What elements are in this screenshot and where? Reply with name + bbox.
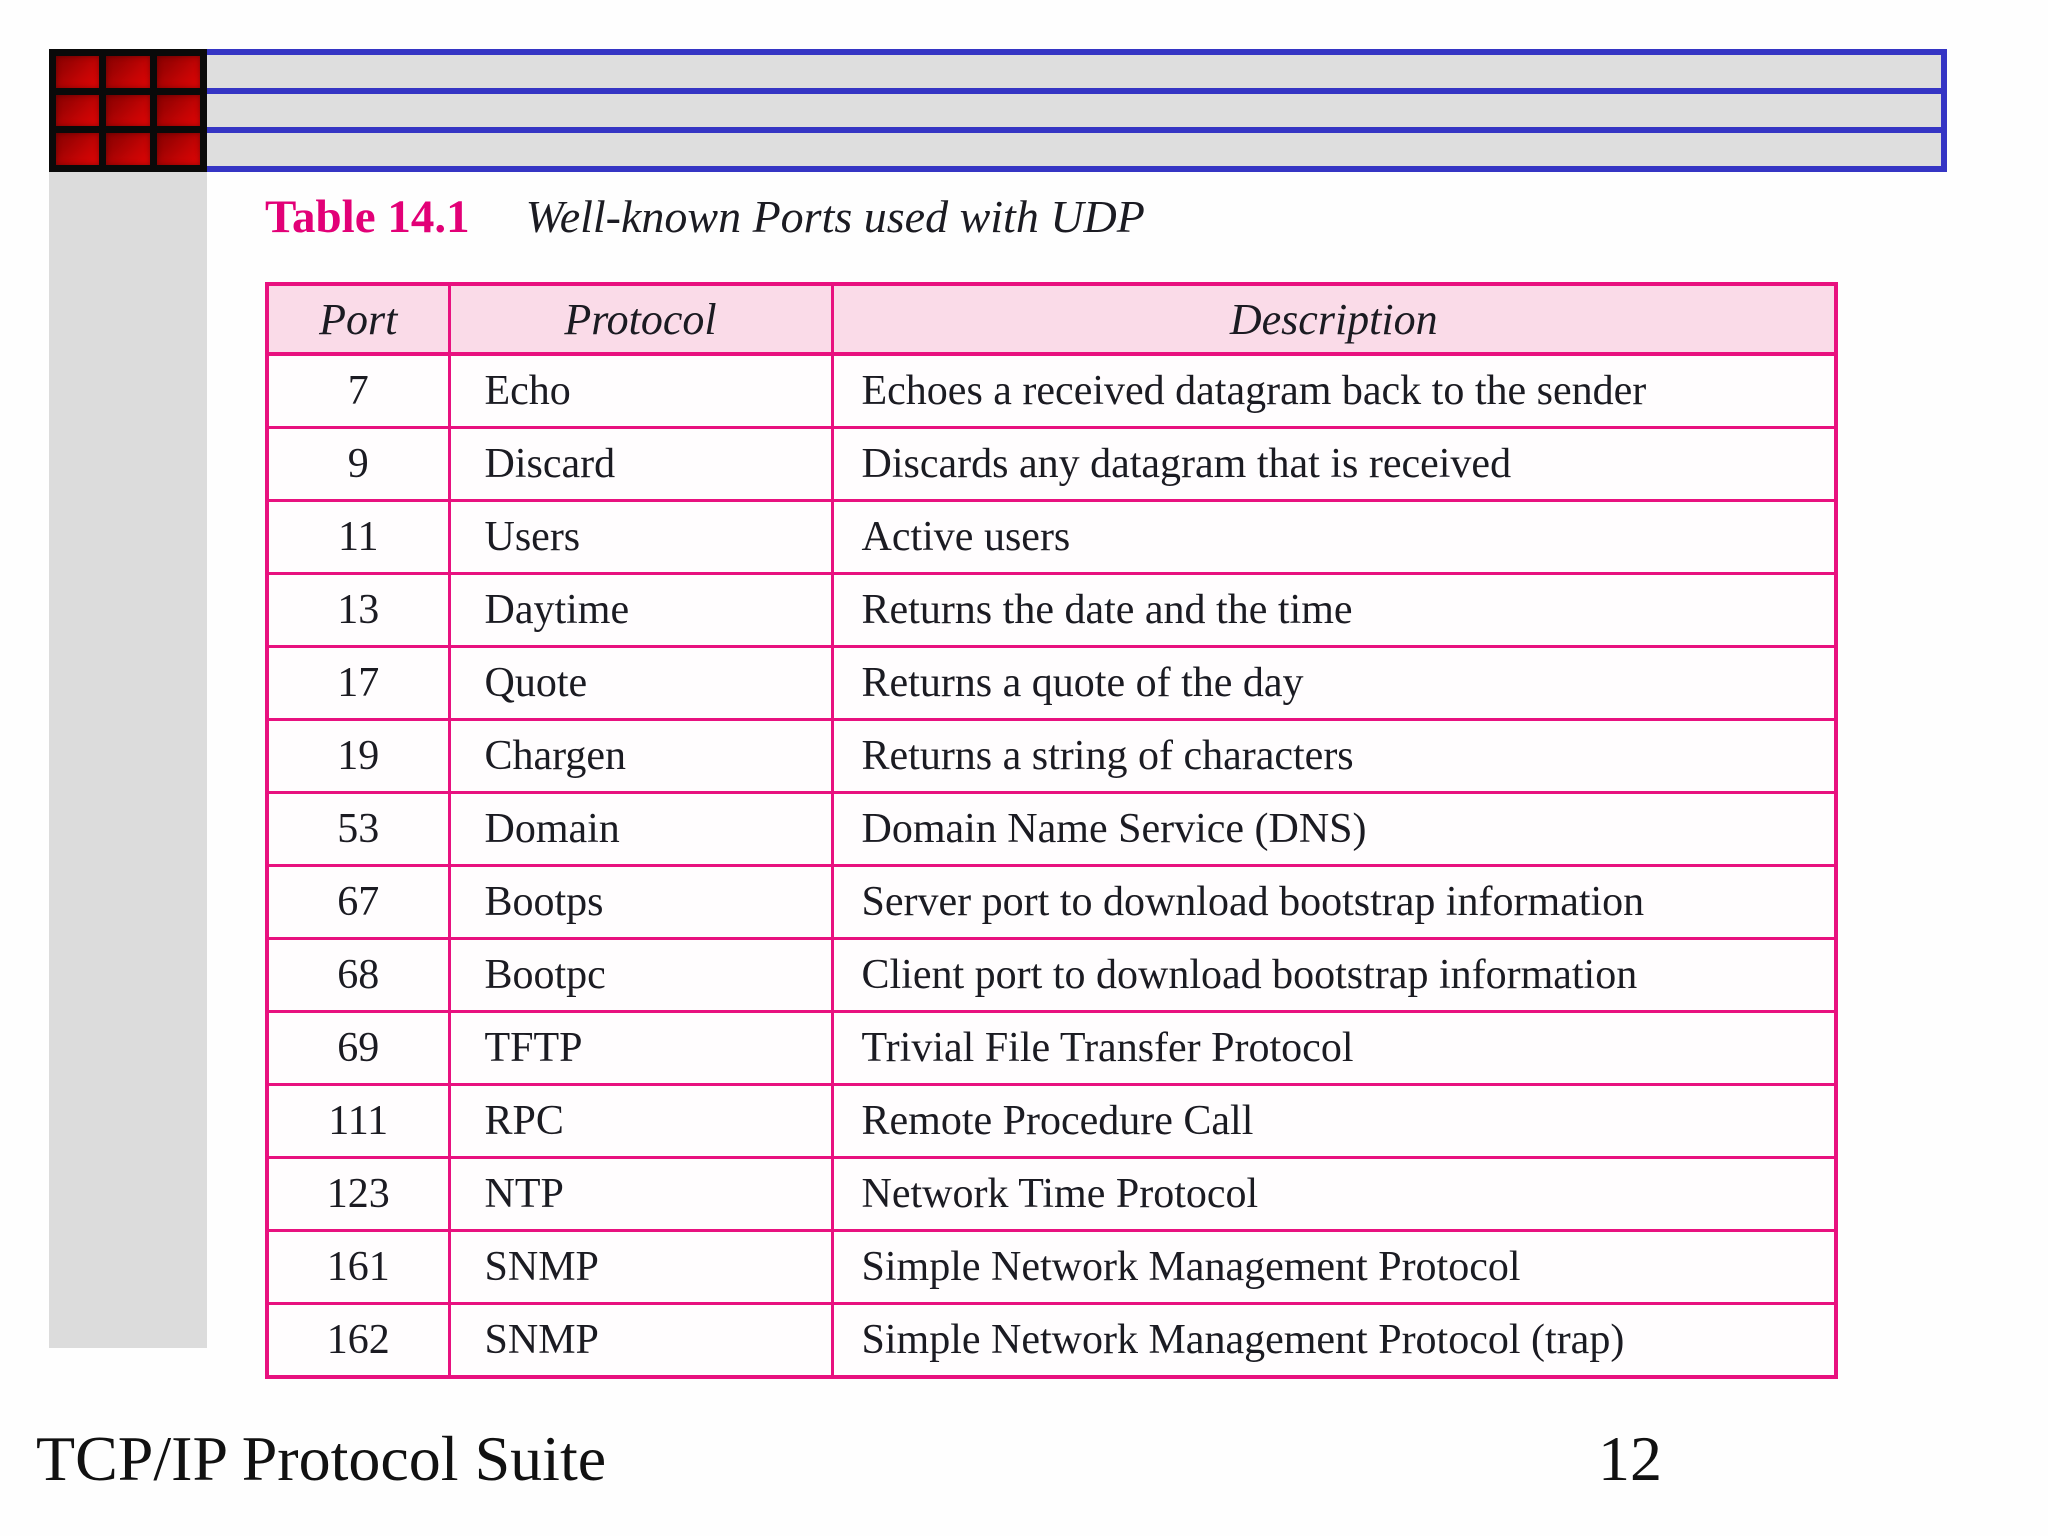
logo-cell [156,56,200,88]
table-row: 67 Bootps Server port to download bootst… [265,864,1838,940]
table-row: 161 SNMP Simple Network Management Proto… [265,1229,1838,1305]
logo-cell [106,56,150,88]
table-row: 11 Users Active users [265,499,1838,575]
cell-description: Returns a string of characters [830,718,1838,794]
cell-port: 53 [265,791,451,867]
table-row: 19 Chargen Returns a string of character… [265,718,1838,794]
cell-port: 13 [265,572,451,648]
cell-description: Simple Network Management Protocol [830,1229,1838,1305]
cell-description: Discards any datagram that is received [830,426,1838,502]
cell-protocol: Bootpc [447,937,834,1013]
cell-description: Client port to download bootstrap inform… [830,937,1838,1013]
cell-port: 67 [265,864,451,940]
cell-protocol: SNMP [447,1302,834,1379]
column-header-description: Description [830,282,1838,356]
cell-port: 17 [265,645,451,721]
cell-protocol: Domain [447,791,834,867]
cell-description: Trivial File Transfer Protocol [830,1010,1838,1086]
cell-port: 7 [265,352,451,429]
cell-port: 111 [265,1083,451,1159]
table-row: 7 Echo Echoes a received datagram back t… [265,352,1838,429]
table-caption-label: Table 14.1 [265,191,470,243]
header-bar [207,94,1941,127]
logo-cell [106,94,150,127]
cell-protocol: Echo [447,352,834,429]
table-header-row: Port Protocol Description [265,282,1838,356]
table-row: 123 NTP Network Time Protocol [265,1156,1838,1232]
table-row: 68 Bootpc Client port to download bootst… [265,937,1838,1013]
table-row: 69 TFTP Trivial File Transfer Protocol [265,1010,1838,1086]
cell-port: 9 [265,426,451,502]
logo-cell [106,133,150,165]
logo-grid [49,49,207,172]
cell-description: Remote Procedure Call [830,1083,1838,1159]
table-row: 9 Discard Discards any datagram that is … [265,426,1838,502]
cell-port: 19 [265,718,451,794]
header-bars [201,49,1947,172]
table-row: 17 Quote Returns a quote of the day [265,645,1838,721]
cell-description: Returns a quote of the day [830,645,1838,721]
cell-description: Domain Name Service (DNS) [830,791,1838,867]
cell-port: 69 [265,1010,451,1086]
cell-description: Network Time Protocol [830,1156,1838,1232]
table-row: 162 SNMP Simple Network Management Proto… [265,1302,1838,1379]
cell-protocol: RPC [447,1083,834,1159]
udp-ports-table: Port Protocol Description 7 Echo Echoes … [265,282,1838,1379]
cell-protocol: Quote [447,645,834,721]
cell-description: Simple Network Management Protocol (trap… [830,1302,1838,1379]
header-bar [207,55,1941,88]
footer-title: TCP/IP Protocol Suite [36,1423,607,1494]
cell-protocol: Bootps [447,864,834,940]
column-header-port: Port [265,282,451,356]
column-header-protocol: Protocol [447,282,834,356]
cell-description: Echoes a received datagram back to the s… [830,352,1838,429]
cell-protocol: Discard [447,426,834,502]
cell-description: Server port to download bootstrap inform… [830,864,1838,940]
header-bar [207,133,1941,166]
cell-protocol: SNMP [447,1229,834,1305]
cell-description: Active users [830,499,1838,575]
logo-cell [156,133,200,165]
cell-port: 161 [265,1229,451,1305]
table-row: 13 Daytime Returns the date and the time [265,572,1838,648]
cell-description: Returns the date and the time [830,572,1838,648]
page-number: 12 [1598,1423,1662,1494]
left-strip [49,172,207,1348]
cell-protocol: Users [447,499,834,575]
cell-port: 162 [265,1302,451,1379]
logo-cell [156,94,200,127]
cell-protocol: Daytime [447,572,834,648]
table-row: 111 RPC Remote Procedure Call [265,1083,1838,1159]
table-row: 53 Domain Domain Name Service (DNS) [265,791,1838,867]
cell-protocol: TFTP [447,1010,834,1086]
logo-cell [56,133,100,165]
cell-port: 11 [265,499,451,575]
cell-protocol: Chargen [447,718,834,794]
logo-cell [56,94,100,127]
cell-port: 123 [265,1156,451,1232]
cell-port: 68 [265,937,451,1013]
table-caption: Table 14.1 Well-known Ports used with UD… [265,191,1145,244]
cell-protocol: NTP [447,1156,834,1232]
table-caption-title: Well-known Ports used with UDP [525,191,1145,242]
logo-cell [56,56,100,88]
